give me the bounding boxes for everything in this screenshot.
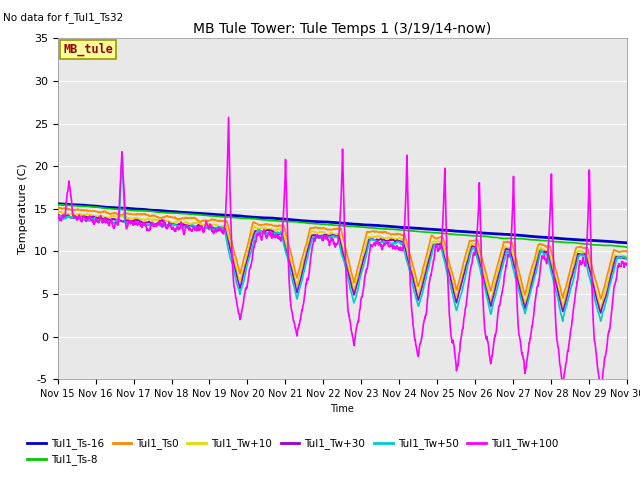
Y-axis label: Temperature (C): Temperature (C) (18, 163, 28, 254)
Title: MB Tule Tower: Tule Temps 1 (3/19/14-now): MB Tule Tower: Tule Temps 1 (3/19/14-now… (193, 22, 492, 36)
Legend: Tul1_Ts-16, Tul1_Ts-8, Tul1_Ts0, Tul1_Tw+10, Tul1_Tw+30, Tul1_Tw+50, Tul1_Tw+100: Tul1_Ts-16, Tul1_Ts-8, Tul1_Ts0, Tul1_Tw… (23, 434, 563, 469)
Text: MB_tule: MB_tule (63, 43, 113, 56)
Text: No data for f_Tul1_Ts32: No data for f_Tul1_Ts32 (3, 12, 124, 23)
X-axis label: Time: Time (330, 405, 355, 414)
